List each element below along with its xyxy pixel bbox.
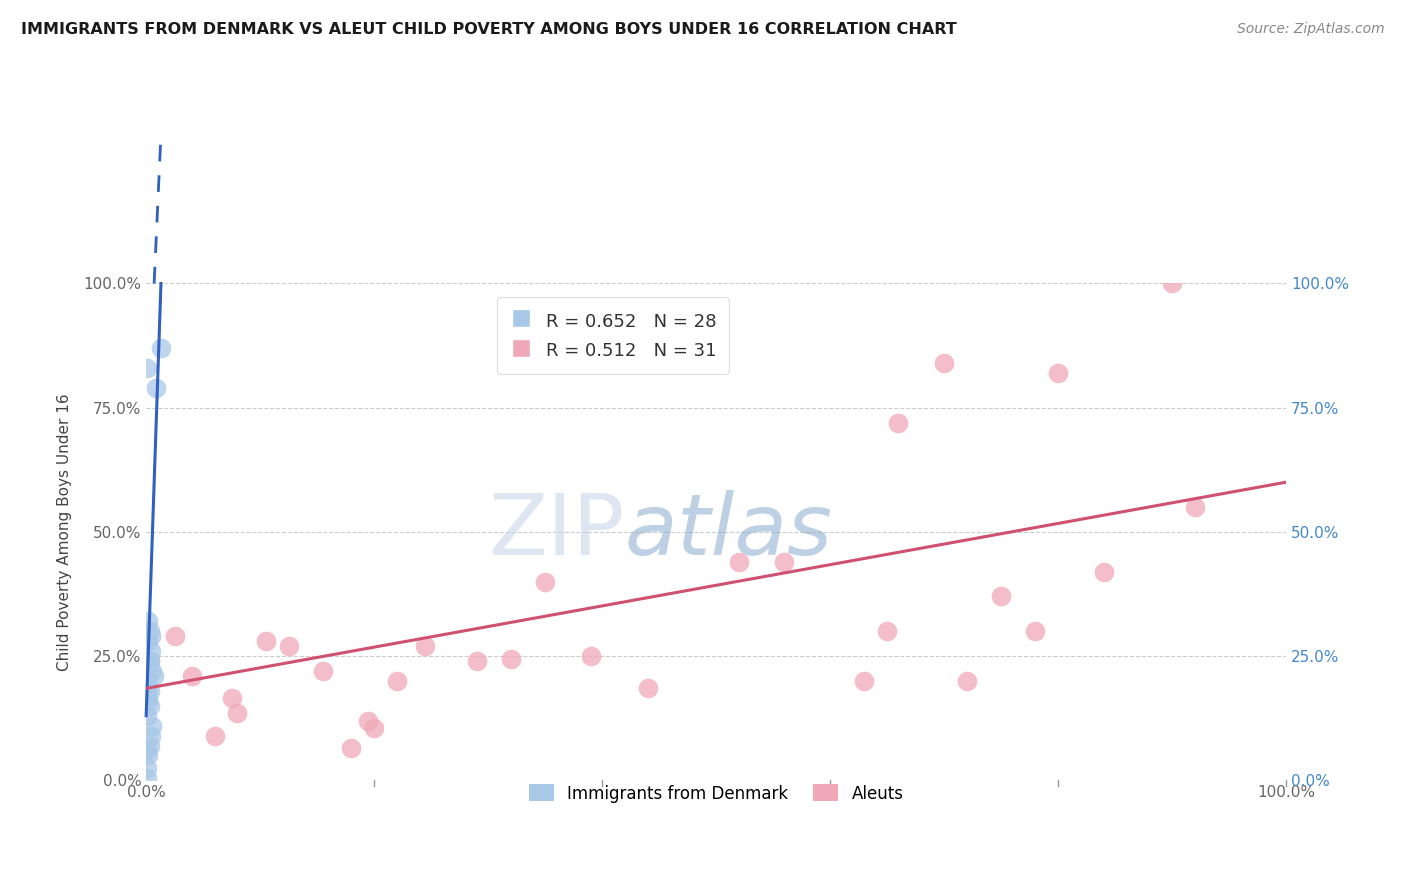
Point [141,664,163,678]
Point [145,381,167,395]
Point [887,416,910,430]
Point [138,694,160,708]
Point [990,590,1012,604]
Point [138,739,160,753]
Point [139,644,162,658]
Point [579,649,602,664]
Point [138,664,160,678]
Point [415,639,437,653]
Point [773,555,796,569]
Point [277,639,299,653]
Point [357,714,380,728]
Point [139,729,162,743]
Point [136,761,159,775]
Point [136,708,159,723]
Point [499,651,522,665]
Point [221,691,243,706]
Point [143,669,166,683]
Point [138,654,160,668]
Point [637,681,659,696]
Point [312,664,335,678]
Point [1092,565,1115,579]
Point [363,721,385,735]
Point [226,706,249,721]
Text: atlas: atlas [624,491,832,574]
Point [138,748,160,763]
Point [1024,624,1046,639]
Point [138,615,160,629]
Y-axis label: Child Poverty Among Boys Under 16: Child Poverty Among Boys Under 16 [58,393,72,671]
Point [385,673,408,688]
Point [340,741,363,756]
Point [136,360,159,375]
Point [876,624,898,639]
Point [138,698,160,713]
Legend: Immigrants from Denmark, Aleuts: Immigrants from Denmark, Aleuts [522,778,910,809]
Point [136,673,159,688]
Point [138,634,160,648]
Point [534,574,557,589]
Point [138,679,160,693]
Point [138,624,160,639]
Point [1161,277,1184,291]
Point [136,771,159,785]
Point [1046,366,1069,380]
Point [138,689,160,703]
Text: IMMIGRANTS FROM DENMARK VS ALEUT CHILD POVERTY AMONG BOYS UNDER 16 CORRELATION C: IMMIGRANTS FROM DENMARK VS ALEUT CHILD P… [21,22,957,37]
Point [149,341,172,355]
Point [138,654,160,668]
Point [141,719,163,733]
Point [204,729,226,743]
Point [163,629,186,643]
Point [180,669,202,683]
Point [727,555,749,569]
Point [853,673,876,688]
Point [932,356,955,370]
Text: ZIP: ZIP [488,491,624,574]
Point [138,684,160,698]
Point [254,634,277,648]
Point [956,673,979,688]
Text: Source: ZipAtlas.com: Source: ZipAtlas.com [1237,22,1385,37]
Point [136,673,159,688]
Point [139,629,162,643]
Point [136,743,159,757]
Point [465,654,488,668]
Point [1184,500,1206,514]
